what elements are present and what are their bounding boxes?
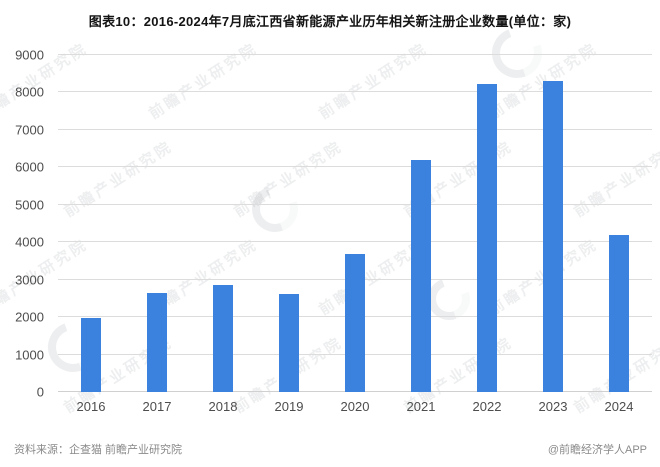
credit-note: @前瞻经济学人APP: [547, 444, 647, 456]
x-axis: 2016 2017 2018 2019 2020 2021 2022 2023 2024: [58, 399, 652, 414]
bar-2021: [411, 159, 431, 392]
gridline: [58, 54, 652, 55]
bar-2023: [543, 81, 563, 392]
plot-area: [58, 54, 652, 392]
y-tick-label: 6000: [15, 159, 44, 175]
bar-slot: [190, 55, 256, 392]
y-tick-label: 0: [36, 384, 44, 400]
bar-slot: [520, 55, 586, 392]
chart-title: 图表10：2016-2024年7月底江西省新能源产业历年相关新注册企业数量(单位…: [88, 14, 572, 29]
bar-slot: [454, 55, 520, 392]
bar-2017: [147, 293, 167, 392]
x-tick-label: 2018: [208, 399, 238, 414]
y-tick-label: 3000: [15, 272, 44, 288]
x-tick-label: 2017: [142, 399, 172, 414]
bar-slot: [388, 55, 454, 392]
bar-2016: [81, 318, 101, 392]
gridline: [58, 128, 652, 130]
x-tick-label: 2020: [340, 399, 370, 414]
y-tick-label: 8000: [15, 84, 44, 100]
y-tick-label: 5000: [15, 197, 44, 213]
bar-slot: [322, 55, 388, 392]
bar-slot: [586, 55, 652, 392]
gridline: [58, 91, 652, 93]
x-tick-label: 2021: [406, 399, 436, 414]
y-axis: 0 1000 2000 3000 4000 5000 6000 7000 8000 9000: [0, 49, 52, 399]
y-tick-label: 7000: [15, 122, 44, 138]
bar-slot: [256, 55, 322, 392]
x-tick-label: 2023: [538, 399, 568, 414]
x-tick-label: 2019: [274, 399, 304, 414]
bar-2019: [279, 294, 299, 392]
gridline: [58, 166, 652, 168]
bar-2020: [345, 254, 365, 392]
bar-2024: [609, 235, 629, 392]
bar-slot: [58, 55, 124, 392]
y-tick-label: 1000: [15, 347, 44, 363]
bar-series: [58, 55, 652, 392]
bar-2018: [213, 284, 233, 392]
x-tick-label: 2022: [472, 399, 502, 414]
x-tick-label: 2016: [76, 399, 106, 414]
gridline: [58, 203, 652, 205]
x-tick-label: 2024: [604, 399, 634, 414]
y-tick-label: 9000: [15, 47, 44, 63]
bar-slot: [124, 55, 190, 392]
source-note: 资料来源：企查猫 前瞻产业研究院: [14, 444, 183, 456]
gridline: [58, 241, 652, 243]
y-tick-label: 2000: [15, 309, 44, 325]
y-tick-label: 4000: [15, 234, 44, 250]
bar-2022: [477, 83, 497, 392]
